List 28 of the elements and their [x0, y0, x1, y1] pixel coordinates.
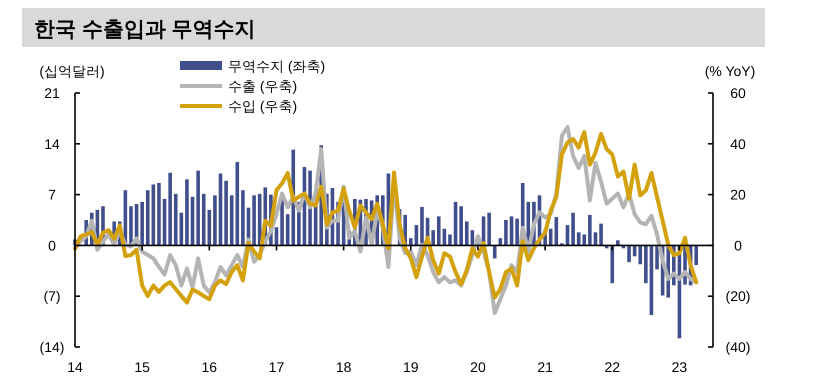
- legend-label: 수출 (우축): [228, 78, 298, 94]
- y2-tick-label: (40): [726, 339, 750, 355]
- x-tick-label: 16: [202, 359, 218, 375]
- y2-axis-title: (% YoY): [704, 63, 756, 79]
- y-tick-label: 21: [44, 85, 60, 101]
- y-tick-label: 7: [48, 186, 56, 203]
- y-tick-label: (14): [40, 339, 64, 355]
- x-tick-label: 22: [604, 359, 620, 375]
- y2-tick-label: (20): [726, 288, 750, 304]
- y2-tick-label: 40: [730, 136, 746, 152]
- y2-tick-label: 0: [734, 237, 742, 254]
- y2-tick-label: 60: [730, 85, 746, 101]
- x-tick-label: 20: [470, 359, 486, 375]
- y2-tick-label: 20: [730, 186, 746, 203]
- y-tick-label: (7): [43, 288, 61, 304]
- y-axis-title: (십억달러): [39, 63, 105, 79]
- x-tick-label: 21: [537, 359, 554, 375]
- chart-title: 한국 수출입과 무역수지: [34, 18, 256, 41]
- x-tick-label: 17: [268, 359, 284, 375]
- y-tick-label: 14: [44, 136, 60, 152]
- legend-label: 수입 (우축): [228, 98, 298, 114]
- y-tick-label: 0: [48, 237, 56, 254]
- legend-label: 무역수지 (좌축): [228, 58, 326, 74]
- x-tick-label: 14: [67, 359, 83, 375]
- x-tick-label: 15: [134, 359, 150, 375]
- x-tick-label: 19: [403, 359, 419, 375]
- x-tick-label: 18: [336, 359, 352, 375]
- x-tick-label: 23: [672, 359, 688, 375]
